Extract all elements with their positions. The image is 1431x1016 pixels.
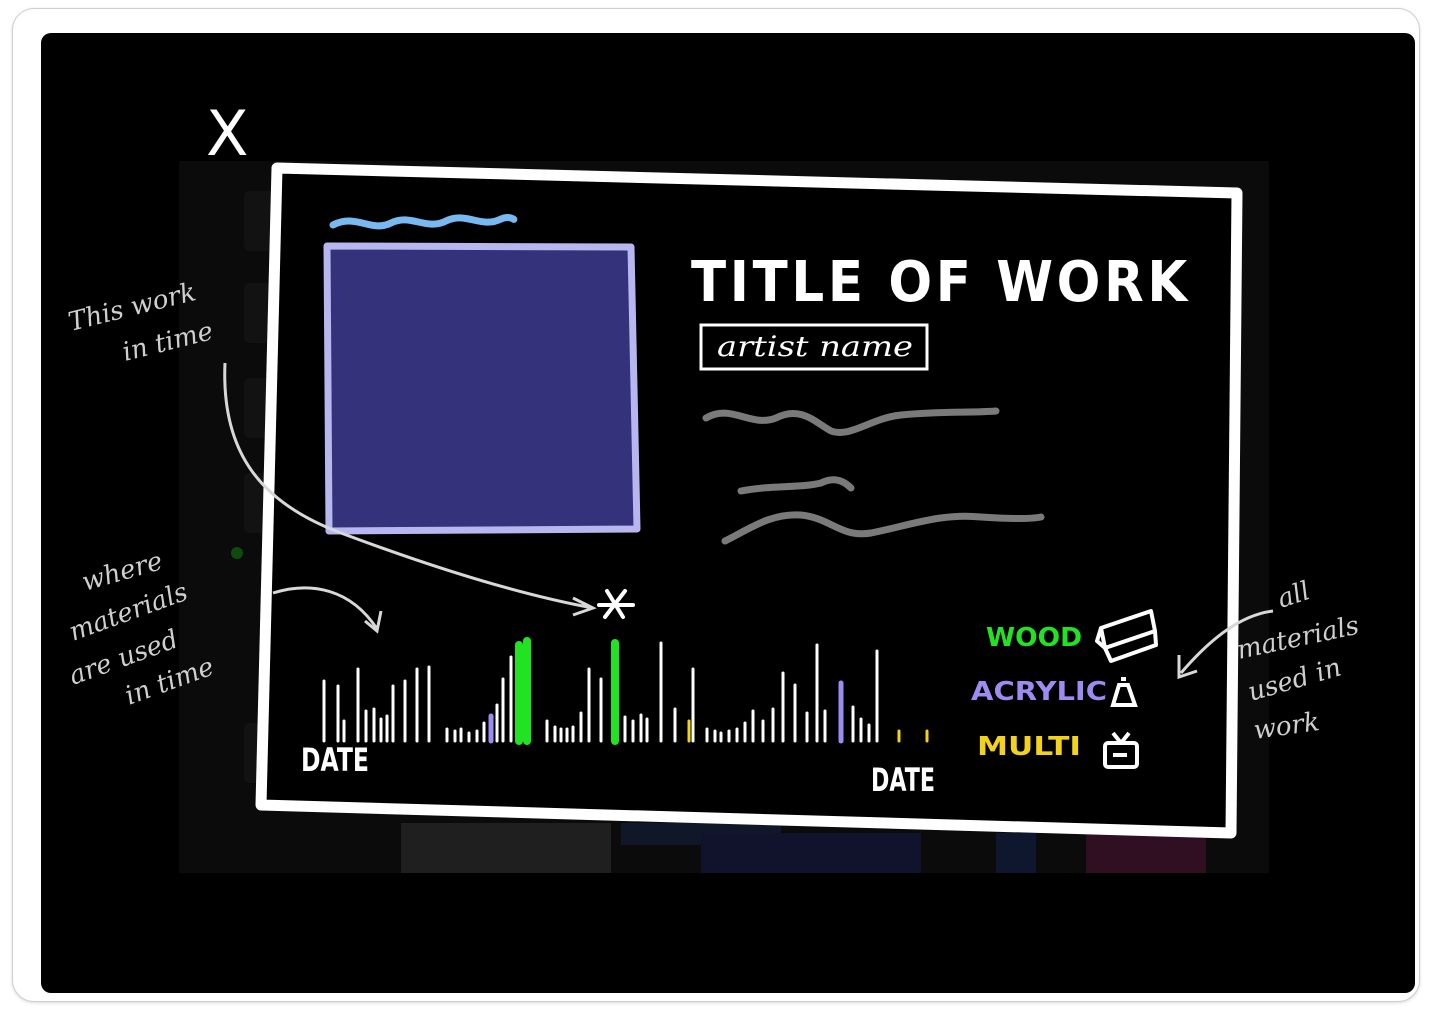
materials-legend: WOOD ACRYLIC xyxy=(971,609,1158,769)
legend-item-multi[interactable]: MULTI xyxy=(977,731,1139,769)
timeline-bars xyxy=(322,637,929,745)
timeline-end-date: DATE xyxy=(871,761,935,799)
paint-tube-icon xyxy=(1110,677,1138,707)
materials-timeline[interactable]: DATE DATE xyxy=(301,589,935,799)
annotation-all-line-1: all xyxy=(1274,576,1314,614)
work-title: TITLE OF WORK xyxy=(691,250,1191,315)
current-work-marker-icon xyxy=(597,589,635,619)
sketch-canvas: X TITLE OF WORK artist name xyxy=(41,33,1415,993)
legend-label-acrylic: ACRYLIC xyxy=(971,677,1107,707)
close-button[interactable]: X xyxy=(206,97,248,170)
wood-block-icon xyxy=(1095,609,1158,663)
artwork-image[interactable] xyxy=(323,242,641,535)
annotation-where-materials: where materials are used in time xyxy=(65,546,383,712)
wireframe-drawing: X TITLE OF WORK artist name xyxy=(65,97,1362,873)
sketch-sheet: X TITLE OF WORK artist name xyxy=(12,8,1420,1002)
legend-item-acrylic[interactable]: ACRYLIC xyxy=(971,677,1138,707)
legend-item-wood[interactable]: WOOD xyxy=(986,609,1158,663)
timeline-start-date: DATE xyxy=(301,741,369,779)
tv-icon xyxy=(1103,731,1139,769)
image-caption-squiggle xyxy=(329,214,518,230)
artist-name[interactable]: artist name xyxy=(717,330,913,363)
close-icon[interactable]: X xyxy=(206,97,248,170)
artist-name-link[interactable]: artist name xyxy=(699,323,929,371)
artwork-detail-modal: TITLE OF WORK artist name DATE DATE xyxy=(255,162,1243,839)
description-text xyxy=(702,407,1045,545)
legend-label-wood: WOOD xyxy=(986,623,1082,653)
legend-label-multi: MULTI xyxy=(977,732,1081,762)
